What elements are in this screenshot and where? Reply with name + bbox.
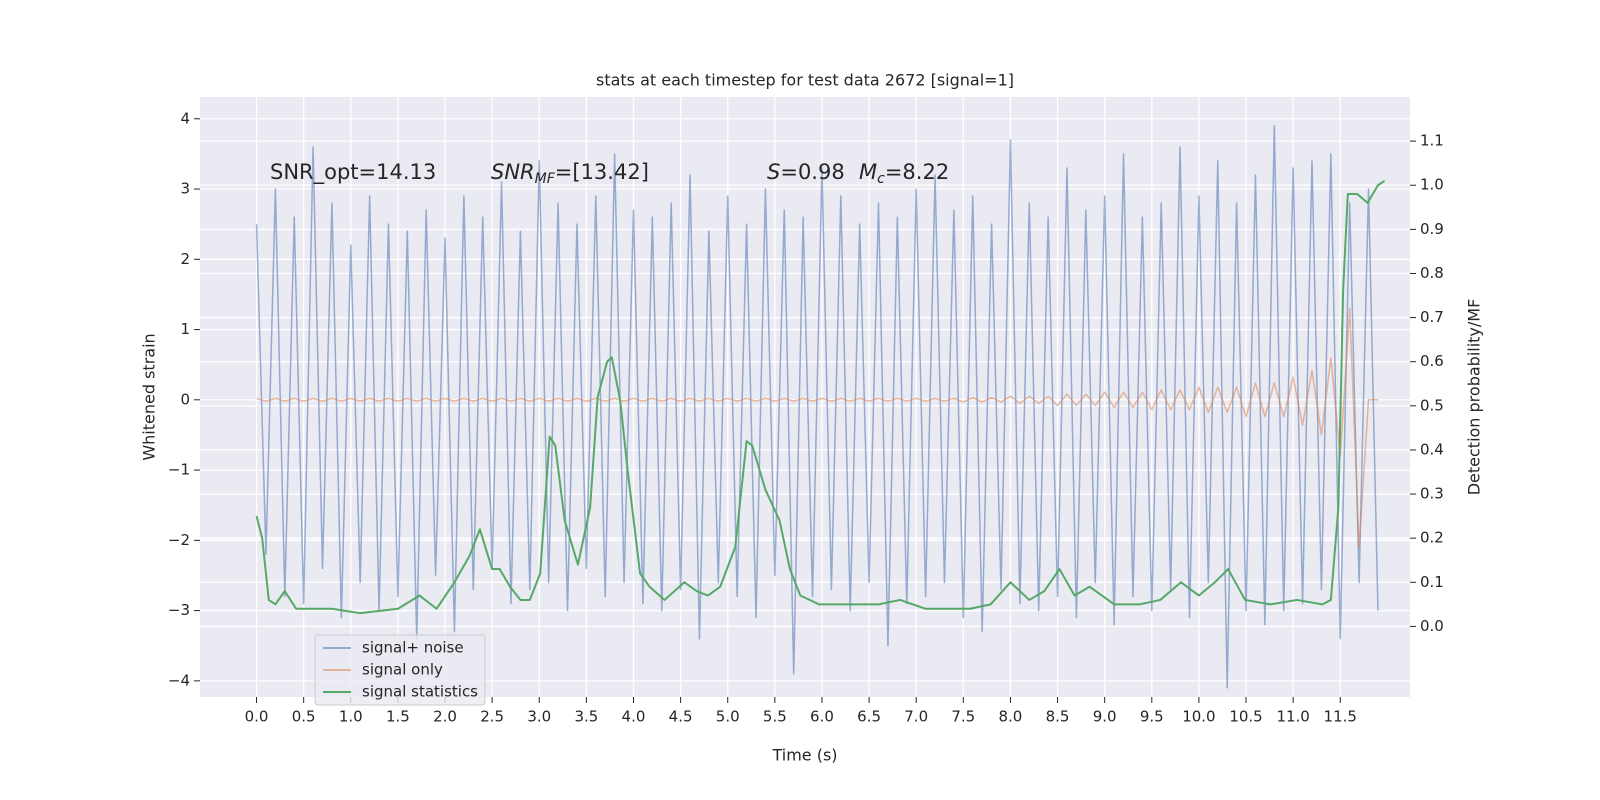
y2-tick-label: 1.0 (1420, 176, 1444, 194)
x-tick-label: 5.5 (763, 708, 787, 726)
x-tick-label: 0.0 (245, 708, 269, 726)
annotation-part: c (877, 171, 885, 187)
x-tick-label: 7.0 (904, 708, 928, 726)
y2-tick-label: 0.4 (1420, 440, 1444, 458)
annotation-part: S (767, 160, 780, 184)
annotation-part: =[13.42] (555, 160, 649, 184)
x-tick-label: 5.0 (716, 708, 740, 726)
chart-title: stats at each timestep for test data 267… (596, 71, 1014, 90)
annotation: SNRMF=[13.42] (491, 160, 649, 187)
y-axis-label: Whitened strain (140, 333, 159, 460)
y-tick-label: 4 (180, 109, 190, 127)
annotation: Mc=8.22 (859, 160, 949, 187)
x-axis-label: Time (s) (771, 746, 837, 765)
annotation-part: =8.22 (885, 160, 949, 184)
y-tick-label: −3 (168, 601, 190, 619)
x-tick-label: 2.0 (433, 708, 457, 726)
y2-tick-label: 0.6 (1420, 352, 1444, 370)
y2-tick-label: 0.2 (1420, 529, 1444, 547)
y-tick-label: 2 (180, 250, 190, 268)
y2-tick-label: 0.0 (1420, 617, 1444, 635)
x-tick-label: 9.0 (1093, 708, 1117, 726)
legend-label: signal statistics (362, 683, 478, 701)
y-tick-label: −1 (168, 461, 190, 479)
y2-axis-label: Detection probability/MF (1465, 299, 1484, 496)
y2-tick-label: 0.5 (1420, 396, 1444, 414)
y-tick-label: 1 (180, 320, 190, 338)
y-tick-label: 0 (180, 390, 190, 408)
x-tick-label: 8.0 (999, 708, 1023, 726)
x-tick-label: 1.5 (386, 708, 410, 726)
annotation: SNR_opt=14.13 (270, 160, 436, 185)
y-tick-label: 3 (180, 180, 190, 198)
x-tick-label: 9.5 (1140, 708, 1164, 726)
x-tick-label: 2.5 (480, 708, 504, 726)
x-tick-label: 4.5 (669, 708, 693, 726)
x-tick-label: 1.0 (339, 708, 363, 726)
y2-tick-label: 0.9 (1420, 220, 1444, 238)
series-line (255, 179, 1386, 615)
annotation-part: M (859, 160, 877, 184)
y2-tick-label: 0.7 (1420, 308, 1444, 326)
x-tick-label: 8.5 (1046, 708, 1070, 726)
y2-tick-label: 0.1 (1420, 573, 1444, 591)
x-tick-label: 11.5 (1324, 708, 1357, 726)
y-tick-label: −4 (168, 671, 190, 689)
x-tick-label: 7.5 (951, 708, 975, 726)
x-tick-label: 10.5 (1229, 708, 1262, 726)
x-tick-label: 0.5 (292, 708, 316, 726)
x-tick-label: 6.0 (810, 708, 834, 726)
x-tick-label: 3.5 (574, 708, 598, 726)
y-tick-label: −2 (168, 531, 190, 549)
annotation-part: MF (535, 171, 556, 187)
legend-label: signal+ noise (362, 639, 464, 657)
legend-label: signal only (362, 661, 443, 679)
x-tick-label: 6.5 (857, 708, 881, 726)
legend-box (314, 634, 486, 706)
series-line (256, 307, 1378, 549)
x-tick-label: 4.0 (622, 708, 646, 726)
x-tick-label: 3.0 (527, 708, 551, 726)
x-tick-label: 11.0 (1276, 708, 1309, 726)
x-tick-label: 10.0 (1182, 708, 1215, 726)
annotation-part: =0.98 (780, 160, 844, 184)
series-line (255, 125, 1379, 689)
y2-tick-label: 0.3 (1420, 485, 1444, 503)
annotation: S=0.98 (767, 160, 845, 184)
annotation-part: SNR (491, 160, 535, 184)
y2-tick-label: 0.8 (1420, 264, 1444, 282)
annotation-part: SNR_opt=14.13 (270, 160, 436, 185)
y2-tick-label: 1.1 (1420, 132, 1444, 150)
